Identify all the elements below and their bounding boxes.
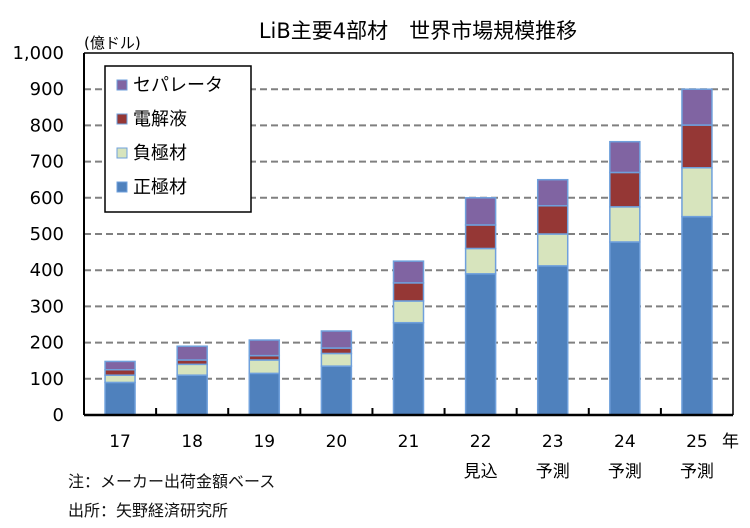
legend-box <box>104 65 252 213</box>
y-tick-label: 800 <box>30 115 64 136</box>
y-tick-label: 300 <box>30 296 64 317</box>
bar-segment <box>104 374 136 384</box>
y-tick-label: 600 <box>30 188 64 209</box>
bar-segment <box>320 330 353 349</box>
bar-segment <box>104 360 136 371</box>
bar-segment <box>464 224 497 250</box>
bar-segment <box>609 206 641 243</box>
bar-segment <box>536 205 569 235</box>
legend-swatch <box>116 181 128 193</box>
bar-segment <box>681 88 713 126</box>
bar-segment <box>248 372 281 416</box>
legend-item: 電解液 <box>116 109 187 130</box>
bar-stack <box>320 330 353 416</box>
y-tick-label: 200 <box>30 333 64 354</box>
legend-item: セパレータ <box>116 75 223 96</box>
bar-segment <box>681 124 713 169</box>
bar-segment <box>464 273 497 416</box>
y-tick-label: 500 <box>30 224 64 245</box>
bar-segment <box>536 178 569 207</box>
x-tick-label: 21 <box>398 432 420 452</box>
x-tick-label: 25 <box>686 432 708 452</box>
bar-stack <box>176 345 208 416</box>
bar-segment <box>104 381 136 416</box>
y-tick-label: 400 <box>30 260 64 281</box>
legend-label: 正極材 <box>133 177 187 198</box>
bar-segment <box>176 363 208 376</box>
bar-segment <box>681 215 713 416</box>
y-axis-unit-label: (億ドル) <box>84 34 141 52</box>
x-tick-label: 18 <box>181 432 203 452</box>
x-tick-label: 23 <box>542 432 564 452</box>
legend-item: 負極材 <box>116 143 187 164</box>
bar-segment <box>536 265 569 416</box>
bar-segment <box>536 233 569 267</box>
bar-segment <box>248 359 281 375</box>
y-tick-label: 100 <box>30 369 64 390</box>
x-tick-sublabel: 見込 <box>464 462 498 482</box>
x-axis-unit-label: 年 <box>722 432 739 452</box>
legend-swatch <box>116 79 128 91</box>
source-note: 出所：矢野経済研究所 <box>68 501 229 520</box>
legend-label: 負極材 <box>133 143 187 164</box>
legend-swatch <box>116 147 128 159</box>
y-axis-ticks: 0 100 200 300 400 500 600 700 800 900 1,000 <box>12 43 64 426</box>
bar-segment <box>609 140 641 174</box>
bar-stack <box>609 140 641 416</box>
legend-swatch <box>116 113 128 125</box>
bar-stack <box>464 197 497 416</box>
bar-segment <box>392 282 425 302</box>
bar-segment <box>320 365 353 416</box>
x-tick-label: 22 <box>470 432 492 452</box>
bar-segment <box>464 247 497 275</box>
bar-stack <box>104 360 136 416</box>
x-tick-sublabel: 予測 <box>680 462 714 482</box>
bar-segment <box>176 345 208 361</box>
bar-segment <box>104 369 136 376</box>
bar-segment <box>320 352 353 367</box>
x-tick-sublabel: 予測 <box>608 462 642 482</box>
y-tick-label: 1,000 <box>12 43 64 64</box>
bar-segment <box>464 197 497 226</box>
axes <box>83 52 734 417</box>
bar-segment <box>248 339 281 357</box>
bar-stack <box>536 178 569 416</box>
legend-item: 正極材 <box>116 177 187 198</box>
bar-segment <box>320 347 353 355</box>
y-tick-label: 900 <box>30 79 64 100</box>
bar-segment <box>176 374 208 416</box>
x-tick-label: 24 <box>614 432 636 452</box>
legend-label: 電解液 <box>133 109 187 130</box>
footnote: 注：メーカー出荷金額ベース <box>68 472 276 491</box>
bar-stack <box>248 339 281 416</box>
x-tick-label: 20 <box>326 432 348 452</box>
x-tick-label: 17 <box>109 432 131 452</box>
x-tick-sublabel: 予測 <box>536 462 570 482</box>
x-axis-ticks: 17 18 19 20 21 22 見込 23 予測 24 予測 25 予測 <box>109 432 714 482</box>
bar-segment <box>392 321 425 416</box>
x-tick-label: 19 <box>253 432 275 452</box>
chart-title: LiB主要4部材 世界市場規模推移 <box>259 19 577 43</box>
bar-stack <box>392 260 425 416</box>
bar-segment <box>392 300 425 324</box>
y-tick-label: 0 <box>53 405 64 426</box>
bar-segment <box>609 171 641 208</box>
bar-segment <box>392 260 425 284</box>
bar-segment <box>609 241 641 416</box>
bar-segment <box>681 167 713 218</box>
bar-stack <box>681 88 713 416</box>
legend-label: セパレータ <box>133 75 223 96</box>
y-tick-label: 700 <box>30 152 64 173</box>
